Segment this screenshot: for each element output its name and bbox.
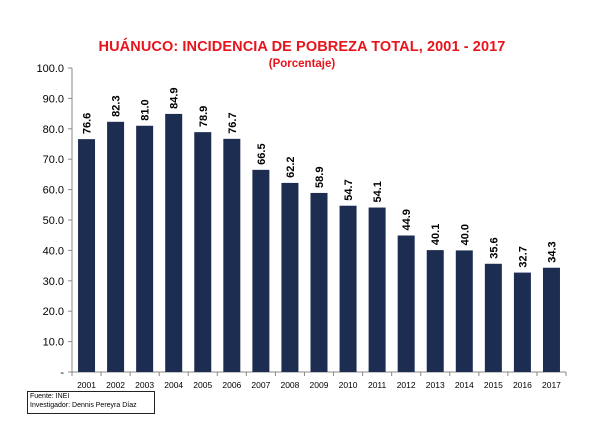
chart-subtitle: (Porcentaje) — [268, 58, 336, 70]
x-tick-label: 2003 — [135, 380, 154, 390]
data-label: 44.9 — [401, 209, 413, 230]
bar-2013 — [426, 250, 444, 372]
x-tick-label: 2008 — [280, 380, 299, 390]
x-tick-label: 2013 — [426, 380, 445, 390]
x-tick-label: 2015 — [484, 380, 503, 390]
data-label: 62.2 — [285, 156, 297, 177]
data-label: 40.0 — [459, 224, 471, 245]
data-label: 58.9 — [314, 167, 326, 188]
x-tick-label: 2004 — [164, 380, 183, 390]
x-tick-label: 2014 — [455, 380, 474, 390]
y-tick-label: 40.0 — [43, 245, 64, 257]
data-label: 81.0 — [140, 99, 152, 120]
y-tick-label: 50.0 — [43, 215, 64, 227]
x-tick-label: 2005 — [193, 380, 212, 390]
author-line: Investigador: Dennis Pereyra Díaz — [30, 402, 137, 409]
x-tick-label: 2009 — [310, 380, 329, 390]
data-label: 66.5 — [256, 143, 268, 164]
data-label: 40.1 — [430, 224, 442, 245]
data-label: 34.3 — [546, 241, 558, 262]
y-tick-label: 30.0 — [43, 276, 64, 288]
data-label: 84.9 — [169, 87, 181, 108]
x-tick-label: 2010 — [339, 380, 358, 390]
data-label: 76.6 — [82, 113, 94, 134]
bar-2015 — [484, 263, 502, 372]
bar-2006 — [223, 138, 241, 372]
x-tick-label: 2012 — [397, 380, 416, 390]
bar-2007 — [252, 169, 270, 372]
x-tick-label: 2002 — [106, 380, 125, 390]
y-tick-label: - — [60, 367, 64, 379]
data-label: 76.7 — [227, 112, 239, 133]
source-note: Fuente: INEI Investigador: Dennis Pereyr… — [27, 391, 155, 414]
bar-2011 — [368, 207, 386, 372]
bar-2010 — [339, 205, 357, 372]
y-tick-label: 10.0 — [43, 337, 64, 349]
bar-2004 — [165, 113, 183, 373]
y-tick-label: 80.0 — [43, 124, 64, 136]
y-tick-label: 20.0 — [43, 306, 64, 318]
bar-2008 — [281, 182, 299, 372]
x-tick-label: 2011 — [368, 380, 387, 390]
bar-2005 — [194, 132, 212, 372]
bar-2001 — [78, 139, 96, 372]
data-label: 32.7 — [517, 246, 529, 267]
x-axis: 2001 2002 2003 2004 2005 2006 2007 2008 2009 2010… — [71, 371, 567, 390]
bars — [78, 113, 560, 373]
data-label: 35.6 — [488, 237, 500, 258]
x-tick-label: 2001 — [77, 380, 96, 390]
y-tick-label: 70.0 — [43, 154, 64, 166]
bar-2014 — [455, 250, 473, 372]
chart-title: HUÁNUCO: INCIDENCIA DE POBREZA TOTAL, 20… — [98, 39, 506, 55]
x-tick-label: 2016 — [513, 380, 532, 390]
x-tick-label: 2006 — [222, 380, 241, 390]
bar-2016 — [513, 272, 531, 372]
y-tick-label: 90.0 — [43, 93, 64, 105]
data-label: 78.9 — [198, 106, 210, 127]
x-tick-label: 2017 — [542, 380, 561, 390]
y-axis: - 10.0 20.0 30.0 40.0 50.0 60.0 70.0 80.0 90.0 100… — [36, 63, 73, 379]
x-tick-label: 2007 — [251, 380, 270, 390]
data-label: 82.3 — [111, 95, 123, 116]
y-tick-label: 100.0 — [36, 63, 64, 75]
bar-2003 — [136, 125, 154, 372]
bar-2009 — [310, 192, 328, 372]
bar-2017 — [542, 267, 560, 372]
bar-2012 — [397, 235, 415, 372]
value-labels: 76.6 82.3 81.0 84.9 78.9 76.7 66.5 62.2 58.9 54.7… — [82, 87, 559, 267]
source-line: Fuente: INEI — [30, 393, 70, 400]
data-label: 54.1 — [372, 181, 384, 202]
bar-2002 — [107, 121, 125, 372]
y-tick-label: 60.0 — [43, 185, 64, 197]
data-label: 54.7 — [343, 179, 355, 200]
